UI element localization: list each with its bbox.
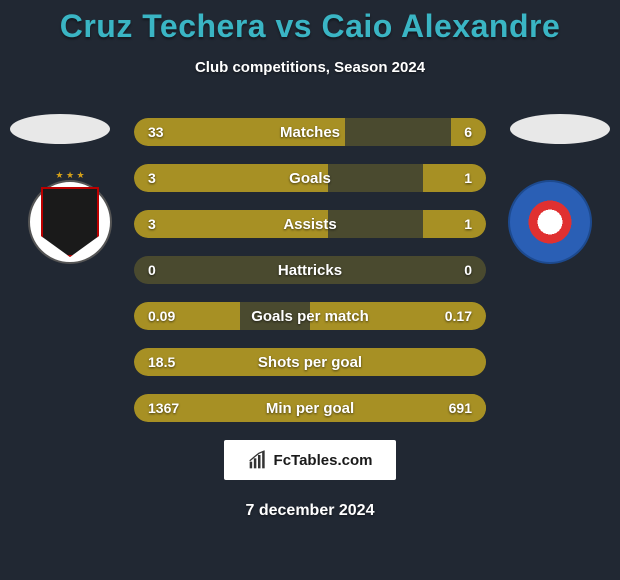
stat-label: Matches bbox=[134, 118, 486, 146]
stat-row: 00Hattricks bbox=[134, 256, 486, 284]
comparison-date: 7 december 2024 bbox=[0, 502, 620, 520]
club-badge-right bbox=[508, 180, 592, 264]
chart-icon bbox=[248, 450, 268, 470]
player-placeholder-left bbox=[10, 114, 110, 144]
fctables-logo[interactable]: FcTables.com bbox=[224, 440, 396, 480]
badge-stars-icon: ★ ★ ★ bbox=[30, 170, 110, 181]
stat-label: Hattricks bbox=[134, 256, 486, 284]
stat-label: Min per goal bbox=[134, 394, 486, 422]
stat-row: 336Matches bbox=[134, 118, 486, 146]
comparison-subtitle: Club competitions, Season 2024 bbox=[0, 59, 620, 76]
stat-row: 18.5Shots per goal bbox=[134, 348, 486, 376]
stat-row: 31Assists bbox=[134, 210, 486, 238]
stat-label: Goals bbox=[134, 164, 486, 192]
comparison-title: Cruz Techera vs Caio Alexandre bbox=[0, 0, 620, 45]
stat-row: 1367691Min per goal bbox=[134, 394, 486, 422]
stat-label: Shots per goal bbox=[134, 348, 486, 376]
stat-label: Goals per match bbox=[134, 302, 486, 330]
player-placeholder-right bbox=[510, 114, 610, 144]
badge-shield-icon bbox=[41, 187, 99, 257]
stats-area: ★ ★ ★ 336Matches 31Goals 31Assists 00Hattri… bbox=[0, 118, 620, 422]
stat-rows-container: 336Matches 31Goals 31Assists 00Hattricks 0.0… bbox=[134, 118, 486, 422]
stat-row: 0.090.17Goals per match bbox=[134, 302, 486, 330]
club-badge-left: ★ ★ ★ bbox=[28, 180, 112, 264]
logo-text: FcTables.com bbox=[274, 452, 373, 469]
stat-label: Assists bbox=[134, 210, 486, 238]
stat-row: 31Goals bbox=[134, 164, 486, 192]
